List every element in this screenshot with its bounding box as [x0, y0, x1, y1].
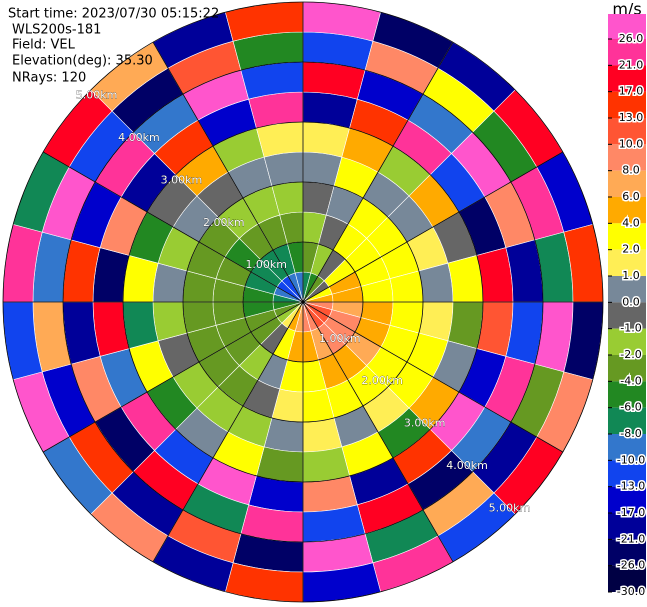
- header-line: WLS200s-181: [12, 23, 101, 38]
- colorbar-segment: [608, 328, 646, 355]
- colorbar-segment: [608, 144, 646, 171]
- colorbar-segment: [608, 65, 646, 92]
- range-ring: [242, 241, 364, 363]
- colorbar-label: 6.0: [622, 190, 640, 203]
- colorbar-label: 26.0: [619, 32, 644, 45]
- colorbar-segment: [608, 460, 646, 487]
- colorbar-label: -21.0: [617, 532, 645, 545]
- colorbar-segment: [608, 355, 646, 382]
- colorbar-segment: [608, 14, 646, 39]
- colorbar-segment: [608, 539, 646, 566]
- colorbar-label: 10.0: [619, 137, 644, 150]
- colorbar-label: 8.0: [622, 164, 640, 177]
- colorbar-segment: [608, 39, 646, 66]
- ring-label: 4.00km: [118, 131, 160, 144]
- colorbar-segment: [608, 565, 646, 592]
- colorbar-segment: [608, 91, 646, 118]
- range-ring: [122, 121, 484, 483]
- range-gate: [122, 255, 159, 303]
- colorbar-segment: [608, 197, 646, 224]
- range-gate: [256, 121, 304, 158]
- colorbar-label: -30.0: [617, 585, 645, 598]
- colorbar-label: 1.0: [622, 269, 640, 282]
- ring-label: 2.00km: [203, 216, 245, 229]
- ring-label: 5.00km: [489, 501, 531, 514]
- range-gate: [256, 446, 304, 483]
- colorbar-segment: [608, 276, 646, 303]
- ring-label: 3.00km: [404, 417, 446, 430]
- range-ring: [182, 181, 424, 423]
- colorbar-segment: [608, 486, 646, 513]
- colorbar-segment: [608, 434, 646, 461]
- colorbar-label: -26.0: [617, 559, 645, 572]
- overlay: 1.00km 1.00km 2.00km 2.00km 3.00km 3.00km 4.00…: [2, 1, 604, 603]
- range-gate: [122, 301, 159, 349]
- range-gate: [447, 255, 484, 303]
- colorbar-label: -10.0: [617, 453, 645, 466]
- colorbar-label: 17.0: [619, 85, 644, 98]
- ring-label: 2.00km: [361, 374, 403, 387]
- colorbar-segment: [608, 513, 646, 540]
- colorbar-segment: [608, 223, 646, 250]
- colorbar-segment: [608, 170, 646, 197]
- colorbar-segment: [608, 407, 646, 434]
- spoke: [152, 41, 454, 563]
- colorbar-label: -6.0: [620, 401, 641, 414]
- colorbar-label: -1.0: [620, 322, 641, 335]
- ring-label: 4.00km: [446, 459, 488, 472]
- range-ring: [2, 1, 604, 603]
- colorbar-label: 0.0: [622, 295, 640, 308]
- range-ring: [62, 61, 544, 543]
- colorbar-segment: [608, 118, 646, 145]
- ring-label: 3.00km: [161, 173, 203, 186]
- colorbar-label: -17.0: [617, 506, 645, 519]
- ring-label: 1.00km: [319, 332, 361, 345]
- colorbar-label: 4.0: [622, 216, 640, 229]
- ppi-field: [2, 1, 604, 603]
- colorbar-label: -2.0: [620, 348, 641, 361]
- ring-label: 1.00km: [245, 258, 287, 271]
- colorbar-segment: [608, 249, 646, 276]
- header-line: Start time: 2023/07/30 05:15:22: [8, 7, 219, 22]
- colorbar-label: -4.0: [620, 374, 641, 387]
- range-gate: [447, 301, 484, 349]
- colorbar-segment: [608, 302, 646, 329]
- colorbar-label: -13.0: [617, 480, 645, 493]
- range-gate: [302, 121, 350, 158]
- header-line: Elevation(deg): 35.30: [12, 54, 153, 69]
- range-gate: [302, 446, 350, 483]
- ring-label: 5.00km: [76, 89, 118, 102]
- colorbar-label: 13.0: [619, 111, 644, 124]
- colorbar-label: 21.0: [619, 58, 644, 71]
- colorbar-label: -8.0: [620, 427, 641, 440]
- header-line: NRays: 120: [12, 71, 86, 86]
- colorbar-label: 2.0: [622, 243, 640, 256]
- colorbar-unit: m/s: [612, 0, 641, 19]
- header-line: Field: VEL: [12, 38, 76, 53]
- colorbar-segment: [608, 381, 646, 408]
